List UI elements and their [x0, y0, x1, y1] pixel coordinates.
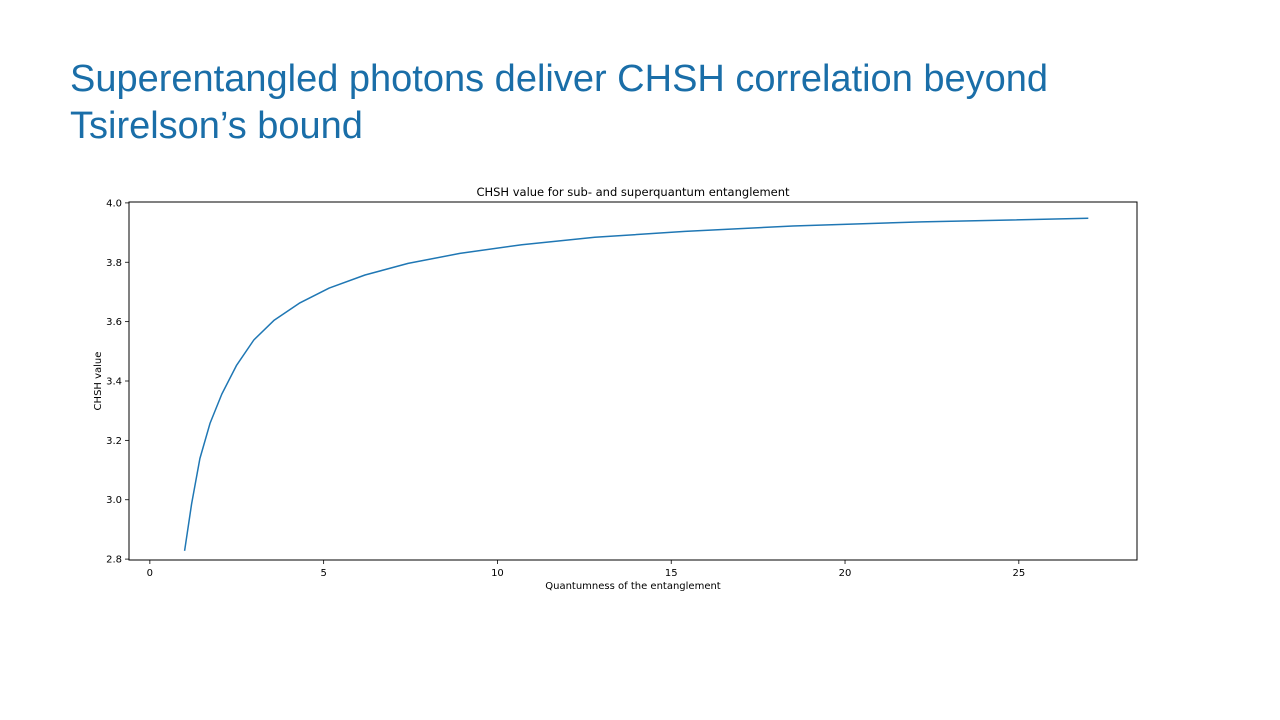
x-tick-label: 0 [147, 568, 153, 579]
x-tick-label: 25 [1012, 568, 1025, 579]
x-axis: 0 5 10 15 20 25 [147, 560, 1025, 579]
y-tick-label: 4.0 [106, 198, 122, 209]
plot-area-frame [128, 201, 1138, 561]
slide-title: Superentangled photons deliver CHSH corr… [70, 58, 1049, 147]
x-tick-label: 10 [491, 568, 504, 579]
x-tick-label: 5 [320, 568, 326, 579]
y-tick-label: 3.8 [106, 258, 122, 269]
x-tick-label: 15 [665, 568, 678, 579]
y-axis-label: CHSH value [93, 352, 104, 411]
y-tick-label: 3.4 [106, 377, 122, 388]
x-tick-label: 20 [839, 568, 852, 579]
chart-title: CHSH value for sub- and superquantum ent… [476, 185, 790, 199]
y-tick-label: 3.6 [106, 317, 122, 328]
y-tick-label: 3.0 [106, 495, 122, 506]
x-axis-label: Quantumness of the entanglement [545, 581, 721, 592]
y-tick-label: 3.2 [106, 436, 122, 447]
y-tick-label: 2.8 [106, 555, 122, 566]
chsh-series-line [183, 217, 1089, 551]
y-axis: 2.8 3.0 3.2 3.4 3.6 3.8 4.0 [106, 198, 129, 566]
